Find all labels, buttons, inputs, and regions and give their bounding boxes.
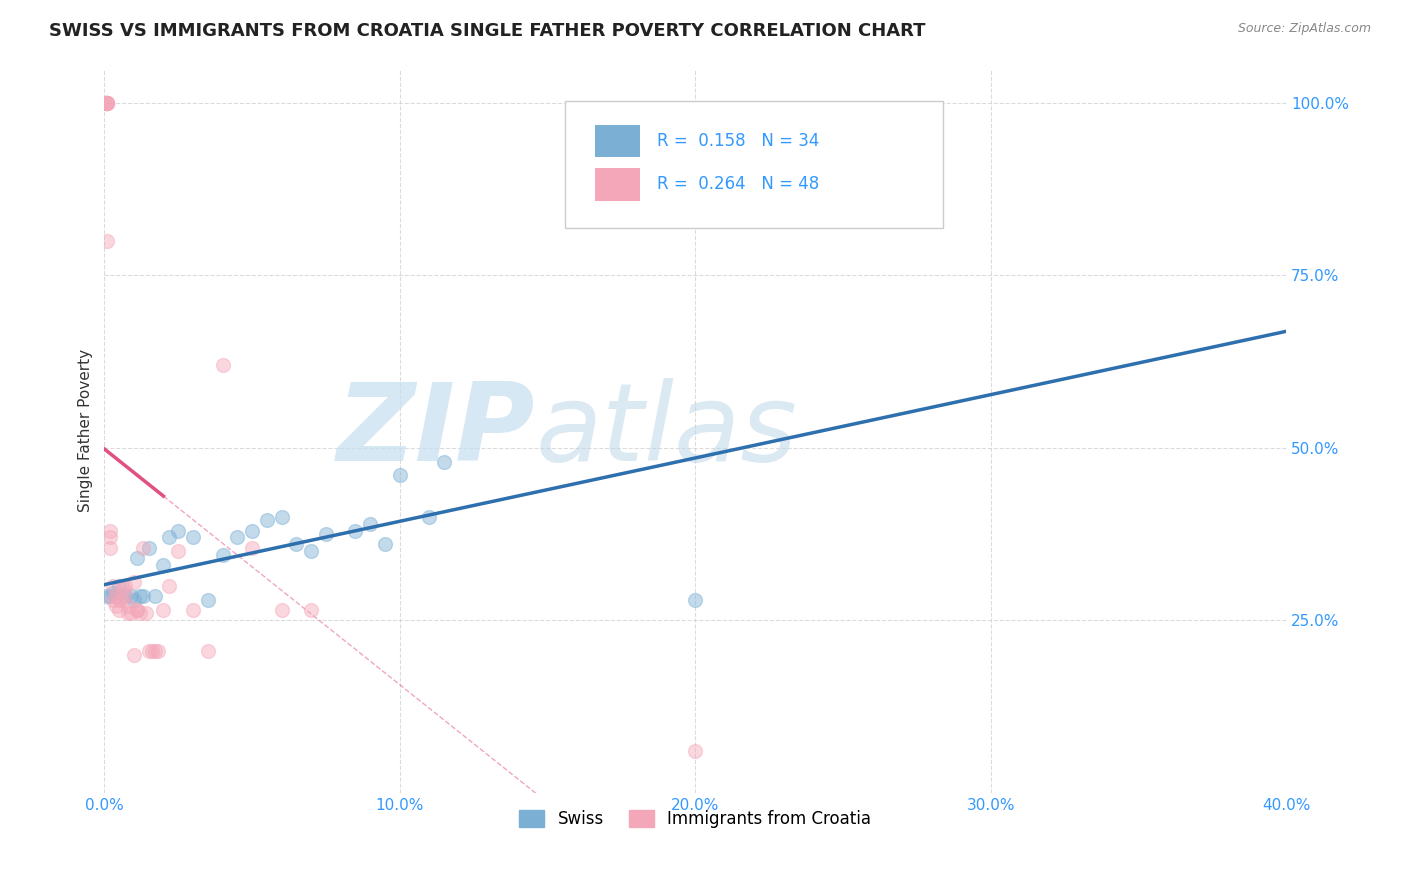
Point — [388, 468, 411, 483]
Y-axis label: Single Father Poverty: Single Father Poverty — [79, 349, 93, 512]
Point — [683, 744, 706, 758]
Legend: Swiss, Immigrants from Croatia: Swiss, Immigrants from Croatia — [513, 804, 877, 835]
Point — [181, 531, 204, 545]
Point — [181, 603, 204, 617]
Point — [683, 592, 706, 607]
Point — [418, 509, 440, 524]
Point — [96, 234, 118, 248]
Point — [256, 513, 278, 527]
Point — [146, 644, 169, 658]
Text: R =  0.264   N = 48: R = 0.264 N = 48 — [658, 176, 820, 194]
Point — [197, 644, 219, 658]
Point — [285, 537, 308, 551]
Point — [105, 589, 128, 603]
Point — [167, 544, 190, 558]
Point — [108, 579, 131, 593]
Point — [114, 585, 136, 599]
Point — [138, 541, 160, 555]
Text: R =  0.158   N = 34: R = 0.158 N = 34 — [658, 132, 820, 150]
Point — [125, 551, 148, 566]
Point — [94, 95, 117, 110]
Point — [125, 603, 148, 617]
Text: SWISS VS IMMIGRANTS FROM CROATIA SINGLE FATHER POVERTY CORRELATION CHART: SWISS VS IMMIGRANTS FROM CROATIA SINGLE … — [49, 22, 925, 40]
Point — [98, 524, 121, 538]
Point — [103, 585, 125, 599]
Point — [117, 599, 139, 614]
Point — [103, 579, 125, 593]
Point — [111, 592, 134, 607]
Point — [167, 524, 190, 538]
Point — [240, 541, 263, 555]
Point — [96, 95, 118, 110]
Point — [128, 607, 150, 621]
Point — [157, 579, 180, 593]
Point — [359, 516, 381, 531]
Point — [96, 95, 118, 110]
Text: ZIP: ZIP — [337, 377, 536, 483]
Point — [226, 531, 249, 545]
Point — [122, 648, 145, 662]
Point — [98, 541, 121, 555]
Point — [96, 589, 118, 603]
Text: Source: ZipAtlas.com: Source: ZipAtlas.com — [1237, 22, 1371, 36]
Point — [108, 592, 131, 607]
Point — [240, 524, 263, 538]
Point — [98, 589, 121, 603]
Point — [98, 531, 121, 545]
FancyBboxPatch shape — [565, 101, 943, 227]
Point — [132, 589, 155, 603]
Point — [197, 592, 219, 607]
Point — [157, 531, 180, 545]
FancyBboxPatch shape — [595, 125, 640, 157]
Point — [96, 95, 118, 110]
Point — [114, 579, 136, 593]
Point — [141, 644, 163, 658]
Point — [152, 603, 174, 617]
Point — [120, 607, 142, 621]
Point — [117, 607, 139, 621]
Point — [94, 95, 117, 110]
Point — [132, 541, 155, 555]
Point — [94, 95, 117, 110]
Point — [299, 603, 322, 617]
Point — [108, 603, 131, 617]
Point — [105, 599, 128, 614]
Text: atlas: atlas — [536, 378, 797, 483]
FancyBboxPatch shape — [595, 168, 640, 201]
Point — [114, 589, 136, 603]
Point — [211, 358, 233, 372]
Point — [122, 592, 145, 607]
Point — [105, 589, 128, 603]
Point — [111, 579, 134, 593]
Point — [152, 558, 174, 572]
Point — [270, 509, 292, 524]
Point — [270, 603, 292, 617]
Point — [103, 592, 125, 607]
Point — [143, 589, 166, 603]
Point — [138, 644, 160, 658]
Point — [96, 95, 118, 110]
Point — [122, 575, 145, 590]
Point — [211, 548, 233, 562]
Point — [374, 537, 396, 551]
Point — [96, 95, 118, 110]
Point — [143, 644, 166, 658]
Point — [96, 95, 118, 110]
Point — [94, 95, 117, 110]
Point — [433, 455, 456, 469]
Point — [299, 544, 322, 558]
Point — [125, 603, 148, 617]
Point — [315, 527, 337, 541]
Point — [344, 524, 367, 538]
Point — [120, 589, 142, 603]
Point — [135, 607, 157, 621]
Point — [128, 589, 150, 603]
